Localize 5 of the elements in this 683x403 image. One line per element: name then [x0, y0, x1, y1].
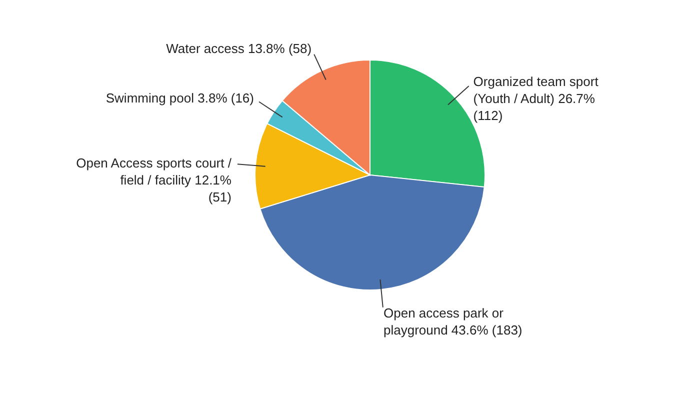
slice-label: Open Access sports court / field / facility 12.1% (51): [76, 156, 232, 205]
slice-label: Swimming pool 3.8% (16): [106, 90, 254, 106]
slice-label: Water access 13.8% (58): [166, 40, 312, 56]
slice-label: Open access park or playground 43.6% (183): [383, 305, 522, 338]
slice-label: Organized team sport (Youth / Adult) 26.7% (112): [473, 74, 599, 123]
